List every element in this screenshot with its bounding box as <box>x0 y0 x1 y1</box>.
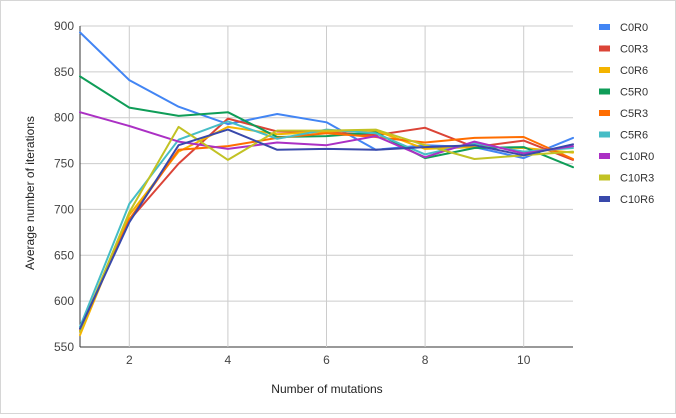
y-tick-labels: 550 600 650 700 750 800 850 900 <box>54 19 74 354</box>
x-tick-label: 8 <box>422 353 429 367</box>
y-tick-label: 900 <box>54 19 74 33</box>
series-line-c10r6 <box>79 128 574 330</box>
legend-label-c0r3: C0R3 <box>620 44 648 56</box>
y-tick-label: 750 <box>54 157 74 171</box>
legend-label-c0r6: C0R6 <box>620 65 648 77</box>
legend-swatch-c0r0 <box>599 24 610 30</box>
legend-swatch-c5r6 <box>599 131 610 138</box>
y-tick-label: 650 <box>54 248 74 262</box>
y-tick-label: 600 <box>54 294 74 308</box>
legend-label-c5r3: C5R3 <box>620 108 648 120</box>
x-tick-label: 2 <box>126 353 133 367</box>
gridlines <box>79 25 573 348</box>
y-tick-label: 850 <box>54 65 74 79</box>
legend-label-c5r6: C5R6 <box>620 130 648 142</box>
x-tick-label: 4 <box>225 353 232 367</box>
x-tick-label: 6 <box>323 353 330 367</box>
x-tick-label: 10 <box>517 353 531 367</box>
y-tick-label: 800 <box>54 111 74 125</box>
legend-label-c10r0: C10R0 <box>620 151 654 163</box>
series-line-c0r0 <box>79 31 574 160</box>
x-tick-labels: 2 4 6 8 10 <box>126 353 531 367</box>
legend-swatch-c0r6 <box>599 67 610 73</box>
series-line-c10r0 <box>79 111 574 159</box>
legend-swatch-c10r3 <box>599 174 610 181</box>
legend-label-c5r0: C5R0 <box>620 87 648 99</box>
legend-swatch-c10r6 <box>599 196 610 202</box>
x-axis-title: Number of mutations <box>271 382 382 396</box>
y-tick-label: 700 <box>54 202 74 216</box>
legend-swatch-c0r3 <box>599 45 610 52</box>
legend-label-c10r6: C10R6 <box>620 194 654 206</box>
series-line-c10r3 <box>79 125 574 333</box>
legend-label-c10r3: C10R3 <box>620 173 654 185</box>
y-tick-label: 550 <box>54 340 74 354</box>
legend-label-c0r0: C0R0 <box>620 22 648 34</box>
legend-swatch-c5r0 <box>599 88 610 95</box>
legend-swatch-c10r0 <box>599 153 610 159</box>
series-line-c5r3 <box>79 132 574 332</box>
legend: C0R0 C0R3 C0R6 C5R0 C5R3 C5R6 C10R0 C10R3 C10R6 <box>599 22 654 206</box>
y-axis-title: Average number of iterations <box>23 116 37 270</box>
series-lines <box>79 31 574 337</box>
legend-swatch-c5r3 <box>599 110 610 116</box>
